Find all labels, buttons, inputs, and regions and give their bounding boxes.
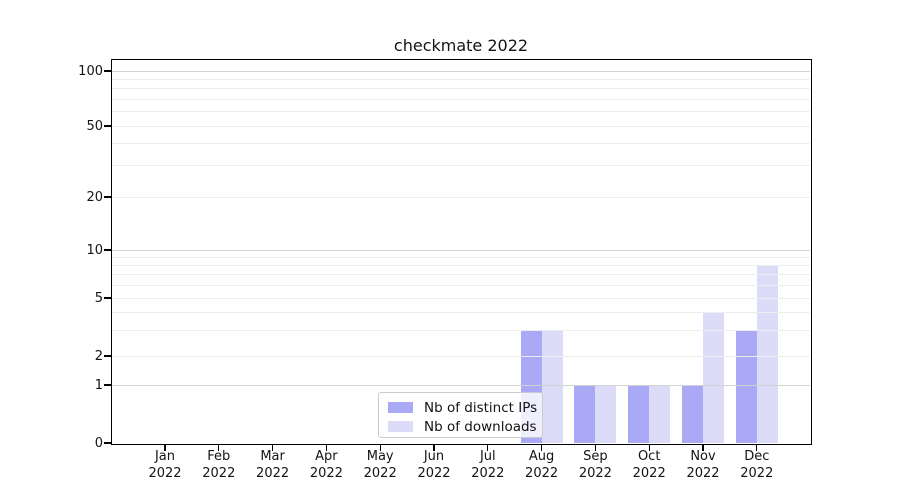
bar-downloads-oct	[649, 385, 671, 443]
bar-downloads-sep	[595, 385, 617, 443]
x-tick-label: Oct 2022	[632, 449, 666, 481]
x-tick-label: Jul 2022	[471, 449, 505, 481]
y-tick-mark	[104, 249, 111, 251]
y-tick-label: 100	[78, 63, 103, 79]
bar-downloads-aug	[541, 330, 563, 443]
x-tick-mark	[164, 444, 166, 451]
x-tick-label: May 2022	[363, 449, 397, 481]
y-tick-label: 2	[94, 348, 103, 364]
bar-downloads-nov	[703, 312, 724, 443]
y-tick-mark	[104, 297, 111, 299]
y-tick-mark	[104, 384, 111, 386]
y-tick-label: 5	[94, 290, 103, 306]
x-tick-mark	[756, 444, 758, 451]
bars-layer	[112, 60, 810, 443]
y-tick-label: 10	[86, 242, 103, 258]
x-tick-mark	[379, 444, 381, 451]
x-tick-label: Sep 2022	[578, 449, 612, 481]
y-tick-mark	[104, 196, 111, 198]
legend-label-distinct-ips: Nb of distinct IPs	[424, 399, 538, 416]
x-tick-mark	[433, 444, 435, 451]
bar-downloads-dec	[756, 265, 778, 443]
chart-title: checkmate 2022	[393, 36, 529, 55]
x-tick-label: Aug 2022	[525, 449, 559, 481]
x-tick-mark	[648, 444, 650, 451]
x-tick-label: Mar 2022	[256, 449, 290, 481]
x-tick-label: Dec 2022	[740, 449, 774, 481]
x-tick-mark	[594, 444, 597, 451]
legend-item-distinct-ips: Nb of distinct IPs	[388, 398, 537, 417]
x-tick-label: Nov 2022	[686, 449, 720, 481]
y-tick-mark	[104, 442, 111, 444]
bar-distinct-ips-oct	[628, 385, 650, 443]
x-tick-label: Apr 2022	[309, 449, 343, 481]
legend-label-downloads: Nb of downloads	[424, 418, 537, 435]
x-tick-label: Feb 2022	[202, 449, 236, 481]
x-tick-mark	[540, 444, 543, 451]
legend: Nb of distinct IPs Nb of downloads	[378, 392, 543, 438]
x-tick-label: Jun 2022	[417, 449, 451, 481]
legend-swatch-downloads	[388, 421, 413, 432]
x-tick-mark	[325, 444, 328, 451]
y-tick-label: 20	[86, 189, 103, 205]
bar-distinct-ips-sep	[574, 385, 596, 443]
y-tick-label: 0	[94, 435, 103, 451]
y-tick-mark	[104, 70, 111, 72]
y-tick-mark	[104, 125, 111, 127]
y-tick-label: 1	[94, 377, 103, 393]
x-tick-label: Jan 2022	[148, 449, 182, 481]
legend-item-downloads: Nb of downloads	[388, 417, 537, 436]
bar-distinct-ips-nov	[682, 385, 703, 443]
y-tick-mark	[104, 355, 111, 357]
legend-swatch-distinct-ips	[388, 402, 413, 413]
x-tick-mark	[702, 444, 704, 451]
bar-distinct-ips-dec	[735, 330, 757, 443]
x-tick-mark	[218, 444, 220, 451]
y-tick-label: 50	[86, 118, 103, 134]
x-tick-mark	[271, 444, 274, 451]
x-tick-mark	[487, 444, 489, 451]
